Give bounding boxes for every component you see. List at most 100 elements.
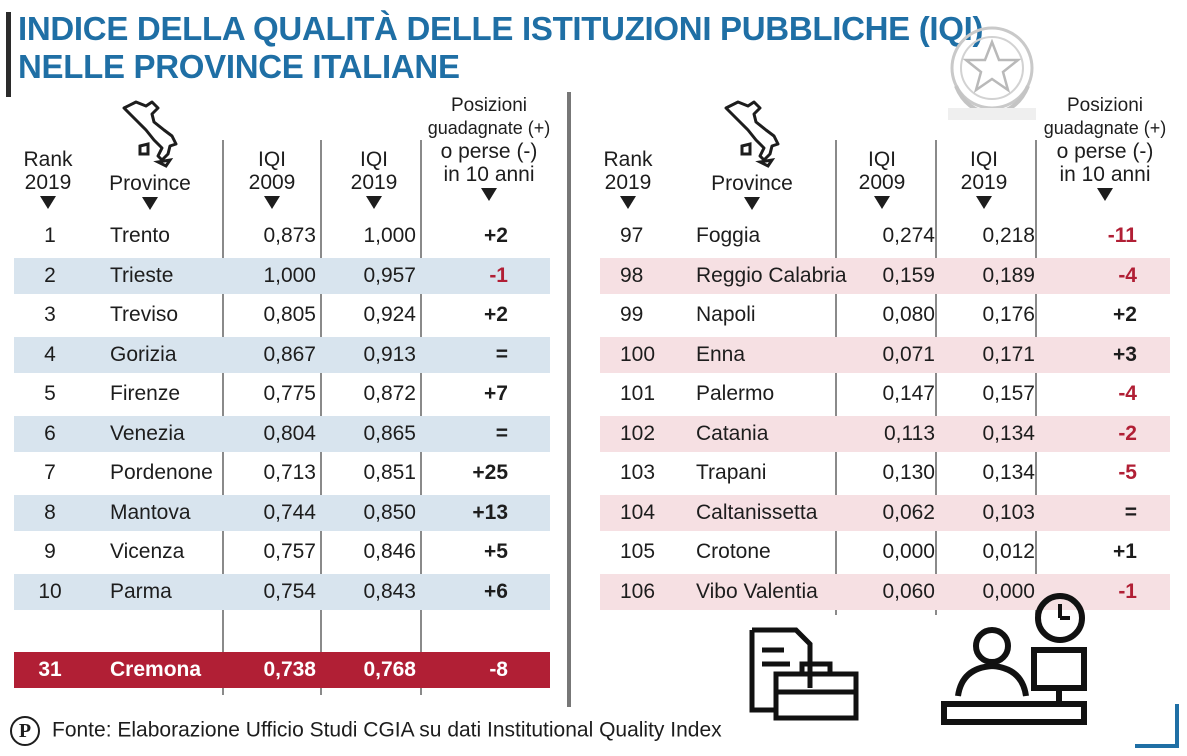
sort-arrow-icon [142,197,158,210]
rank-cell: 102 [620,421,656,445]
rank-cell: 101 [620,382,656,405]
title-accent-bar [6,12,11,97]
header-iqi-2009: IQI 2009 [842,148,922,209]
rank-cell: 105 [620,540,656,563]
publisher-logo-icon: P [10,716,40,746]
sort-arrow-icon [40,196,56,209]
rank-cell: 7 [44,461,56,484]
rank-cell: 9 [44,540,56,563]
iqi-2019-cell: 0,012 [982,540,1035,563]
table-row: 9 Vicenza 0,757 0,846 +5 [14,534,550,570]
table-row: 100 Enna 0,071 0,171 +3 [600,336,1170,373]
iqi-2009-cell: 0,775 [263,382,316,405]
header-rank: Rank 2019 [18,148,78,209]
iqi-2009-cell: 0,062 [882,500,935,524]
position-change-cell: -8 [489,658,508,681]
position-change-cell: +13 [472,500,508,524]
table-row: 10 Parma 0,754 0,843 +6 [14,573,550,610]
province-cell: Treviso [110,303,179,326]
province-cell: Catania [696,421,769,445]
rank-cell: 98 [620,263,644,287]
iqi-2019-cell: 0,000 [982,579,1035,603]
province-cell: Parma [110,579,172,603]
position-change-cell: -4 [1118,382,1137,405]
source-footnote: P Fonte: Elaborazione Ufficio Studi CGIA … [10,716,722,746]
iqi-2009-cell: 0,867 [263,342,316,366]
iqi-2019-cell: 0,134 [982,421,1035,445]
iqi-2009-cell: 0,113 [884,421,935,445]
iqi-2009-cell: 1,000 [263,263,316,287]
iqi-2019-cell: 0,924 [363,303,416,326]
sort-arrow-icon [976,196,992,209]
province-cell: Mantova [110,500,191,524]
table-row: 3 Treviso 0,805 0,924 +2 [14,297,550,333]
rank-cell: 6 [44,421,56,445]
iqi-2009-cell: 0,080 [882,303,935,326]
iqi-2009-cell: 0,274 [882,224,935,247]
iqi-2019-cell: 0,872 [363,382,416,405]
rank-cell: 100 [620,342,656,366]
province-cell: Vibo Valentia [696,579,818,603]
sort-arrow-icon [366,196,382,209]
table-row: 102 Catania 0,113 0,134 -2 [600,415,1170,452]
corner-accent [1135,704,1179,748]
italy-map-icon [122,100,178,168]
sort-arrow-icon [620,196,636,209]
rank-cell: 99 [620,303,644,326]
position-change-cell: = [495,342,508,366]
position-change-cell: +3 [1113,342,1137,366]
table-row: 2 Trieste 1,000 0,957 -1 [14,257,550,294]
sort-arrow-icon [874,196,890,209]
table-row: 4 Gorizia 0,867 0,913 = [14,336,550,373]
iqi-2009-cell: 0,805 [263,303,316,326]
rank-cell: 1 [44,224,56,247]
sort-arrow-icon [264,196,280,209]
province-cell: Cremona [110,658,202,681]
province-cell: Vicenza [110,540,185,563]
rank-cell: 106 [620,579,656,603]
table-row: 1 Trento 0,873 1,000 +2 [14,218,550,254]
rank-cell: 5 [44,382,56,405]
iqi-2009-cell: 0,754 [263,579,316,603]
header-iqi-2009: IQI 2009 [232,148,312,209]
italy-map-icon [724,100,780,168]
position-change-cell: +7 [484,382,508,405]
rank-cell: 10 [38,579,62,603]
province-cell: Crotone [696,540,771,563]
iqi-2009-cell: 0,071 [882,342,935,366]
page-title: INDICE DELLA QUALITÀ DELLE ISTITUZIONI P… [18,10,984,86]
header-iqi-2019: IQI 2019 [334,148,414,209]
iqi-2019-cell: 0,913 [363,342,416,366]
iqi-2019-cell: 0,768 [363,658,416,681]
rank-cell: 4 [44,342,56,366]
column-divider [835,140,837,615]
iqi-2019-cell: 0,134 [982,461,1035,484]
iqi-2009-cell: 0,873 [263,224,316,247]
center-divider [567,92,571,707]
title-line-1: INDICE DELLA QUALITÀ DELLE ISTITUZIONI P… [18,10,984,47]
iqi-2009-cell: 0,060 [882,579,935,603]
office-worker-clock-icon [941,593,1087,725]
iqi-2019-cell: 0,865 [363,421,416,445]
sort-arrow-icon [1097,188,1113,201]
rank-cell: 8 [44,500,56,524]
highlighted-province-row: 31 Cremona 0,738 0,768 -8 [14,652,550,688]
table-row: 101 Palermo 0,147 0,157 -4 [600,376,1170,412]
iqi-2019-cell: 0,189 [982,263,1035,287]
position-change-cell: -5 [1118,461,1137,484]
iqi-2019-cell: 0,157 [982,382,1035,405]
position-change-cell: = [1124,500,1137,524]
position-change-cell: +2 [484,303,508,326]
header-positions: Posizioni guadagnate (+) o perse (-) in … [414,94,564,201]
sort-arrow-icon [744,197,760,210]
table-row: 7 Pordenone 0,713 0,851 +25 [14,455,550,491]
iqi-2019-cell: 0,846 [363,540,416,563]
iqi-2019-cell: 1,000 [363,224,416,247]
province-cell: Napoli [696,303,756,326]
position-change-cell: +1 [1113,540,1137,563]
table-row: 105 Crotone 0,000 0,012 +1 [600,534,1170,570]
table-row: 103 Trapani 0,130 0,134 -5 [600,455,1170,491]
table-row: 6 Venezia 0,804 0,865 = [14,415,550,452]
iqi-2019-cell: 0,176 [982,303,1035,326]
iqi-2009-cell: 0,804 [263,421,316,445]
